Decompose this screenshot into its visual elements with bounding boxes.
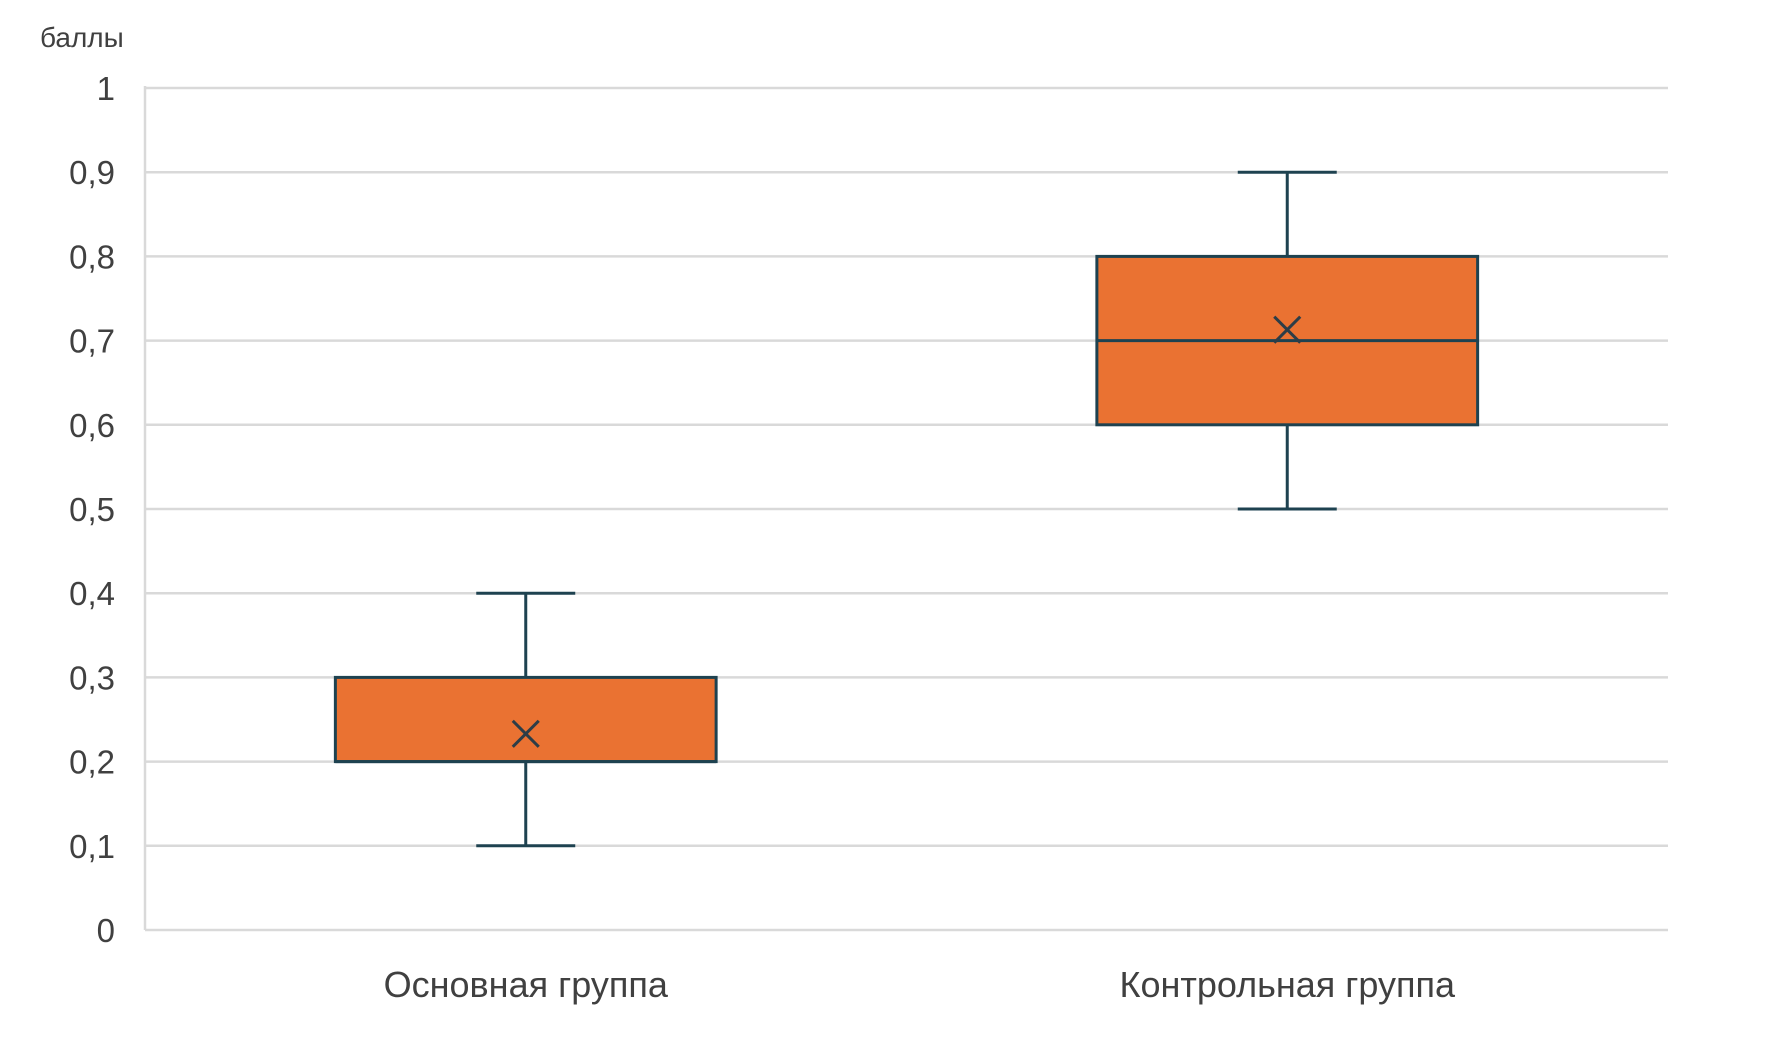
box-group	[333, 170, 1480, 848]
grid-lines	[145, 86, 1668, 932]
mean-marker	[1273, 315, 1302, 344]
x-category-labels: Основная группа Контрольная группа	[384, 964, 1456, 1005]
box-1	[333, 591, 718, 848]
y-tick-label: 0,9	[69, 154, 115, 191]
x-category-label: Контрольная группа	[1119, 964, 1456, 1005]
y-tick-label: 0,5	[69, 491, 115, 528]
box-rect	[333, 675, 718, 764]
box-2	[1095, 170, 1480, 511]
y-tick-label: 0,8	[69, 238, 115, 275]
y-tick-labels: 0 0,1 0,2 0,3 0,4 0,5 0,6 0,7 0,8 0,9 1	[69, 70, 115, 949]
y-tick-label: 0,7	[69, 323, 115, 360]
y-tick-label: 0	[97, 912, 115, 949]
y-tick-label: 0,6	[69, 407, 115, 444]
y-tick-label: 0,3	[69, 659, 115, 696]
y-tick-label: 0,2	[69, 744, 115, 781]
y-tick-label: 1	[97, 70, 115, 107]
y-tick-label: 0,4	[69, 575, 115, 612]
y-axis-unit-label: баллы	[40, 22, 124, 53]
mean-marker	[511, 719, 540, 748]
x-category-label: Основная группа	[384, 964, 669, 1005]
y-tick-label: 0,1	[69, 828, 115, 865]
